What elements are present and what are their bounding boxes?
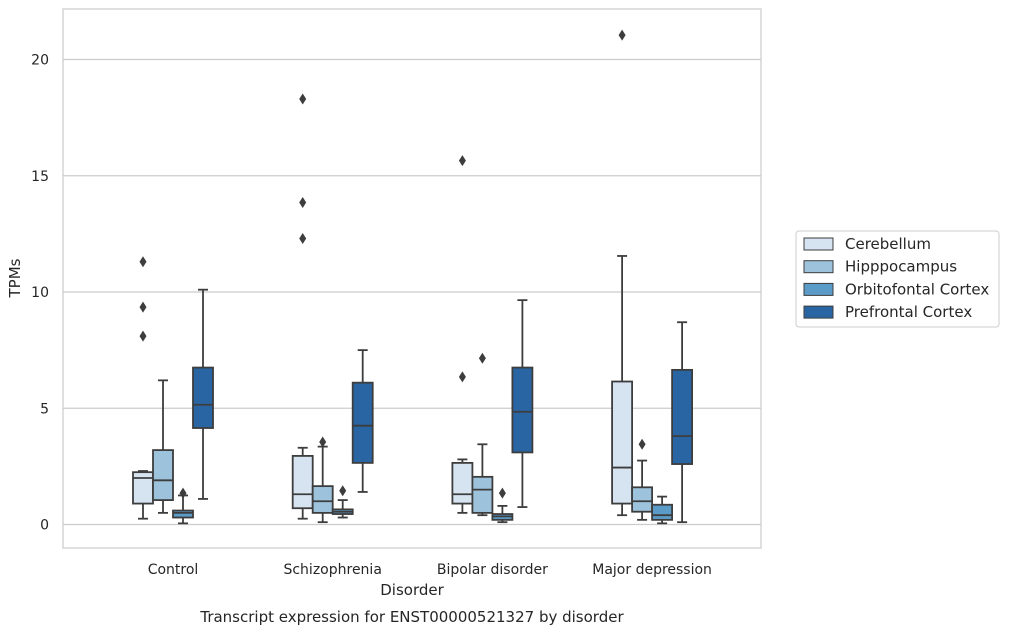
legend-label: Prefrontal Cortex (845, 303, 972, 321)
legend-label: Hipppocampus (845, 258, 957, 276)
box-body (631, 486, 653, 513)
legend-frame (795, 230, 1000, 328)
box-hipppocampus-0 (152, 379, 174, 514)
outlier-marker (319, 436, 327, 448)
legend-item-orbitofontal-cortex: Orbitofontal Cortex (803, 280, 989, 298)
outlier-marker (179, 487, 187, 499)
outlier-marker (139, 330, 147, 342)
box-body (471, 475, 494, 514)
y-tick-label: 5 (40, 401, 49, 417)
outlier-marker (458, 371, 466, 383)
legend-swatch (803, 237, 834, 251)
box-prefrontal-cortex-1 (351, 349, 374, 493)
box-cerebellum-1 (291, 93, 314, 520)
box-cerebellum-0 (132, 256, 154, 520)
outlier-marker (638, 438, 646, 450)
box-orbitofontal-cortex-2 (491, 487, 514, 524)
box-body (311, 485, 334, 514)
outlier-marker (478, 352, 486, 364)
legend-label: Cerebellum (845, 235, 931, 253)
y-tick-label: 15 (31, 169, 49, 185)
box-cerebellum-3 (611, 29, 633, 517)
outlier-marker (139, 256, 147, 268)
outlier-marker (299, 196, 307, 208)
box-body (291, 455, 314, 510)
outlier-marker (299, 93, 307, 105)
y-axis-label: TPMs (6, 258, 24, 298)
box-orbitofontal-cortex-3 (651, 495, 673, 525)
chart-caption: Transcript expression for ENST0000052132… (199, 608, 624, 626)
outlier-marker (139, 301, 147, 313)
box-orbitofontal-cortex-1 (331, 485, 354, 519)
outlier-marker (299, 233, 307, 245)
x-tick-label: Bipolar disorder (437, 562, 548, 578)
legend-swatch (803, 260, 834, 274)
box-body (511, 366, 534, 454)
box-body (172, 509, 194, 519)
outlier-marker (618, 29, 626, 41)
box-hipppocampus-1 (311, 436, 334, 524)
legend-item-prefrontal-cortex: Prefrontal Cortex (803, 303, 972, 321)
x-tick-label: Schizophrenia (283, 562, 381, 578)
legend-swatch (803, 305, 834, 319)
box-cerebellum-2 (451, 155, 474, 514)
box-body (651, 503, 673, 521)
legend-label: Orbitofontal Cortex (845, 280, 989, 298)
legend-item-cerebellum: Cerebellum (803, 235, 931, 253)
legend: Cerebellum Hipppocampus Orbitofontal Corte… (795, 230, 1000, 328)
grid-lines (63, 58, 761, 526)
box-prefrontal-cortex-2 (511, 299, 534, 508)
legend-swatch (803, 282, 834, 296)
y-tick-label: 10 (31, 285, 49, 301)
box-prefrontal-cortex-0 (192, 288, 214, 500)
x-axis-label: Disorder (380, 581, 444, 599)
x-axis-ticks: Control Schizophrenia Bipolar disorder Majo… (148, 562, 712, 578)
y-tick-label: 0 (40, 518, 49, 534)
x-tick-label: Major depression (592, 562, 712, 578)
x-tick-label: Control (148, 562, 199, 578)
box-body (152, 449, 174, 501)
plot-frame (62, 8, 762, 549)
box-body (611, 380, 633, 505)
box-body (451, 461, 474, 505)
plot-boxes (132, 29, 693, 525)
box-body (132, 471, 154, 505)
box-body (192, 366, 214, 429)
box-prefrontal-cortex-3 (671, 321, 693, 524)
box-orbitofontal-cortex-0 (172, 487, 194, 525)
y-axis-ticks: 0 5 10 15 20 (31, 53, 49, 534)
outlier-marker (498, 487, 506, 499)
outlier-marker (339, 485, 347, 497)
box-hipppocampus-3 (631, 438, 653, 521)
box-hipppocampus-2 (471, 352, 494, 517)
y-tick-label: 20 (31, 53, 49, 69)
outlier-marker (458, 155, 466, 167)
box-body (351, 381, 374, 464)
box-body (671, 368, 693, 465)
legend-item-hipppocampus: Hipppocampus (803, 258, 957, 276)
